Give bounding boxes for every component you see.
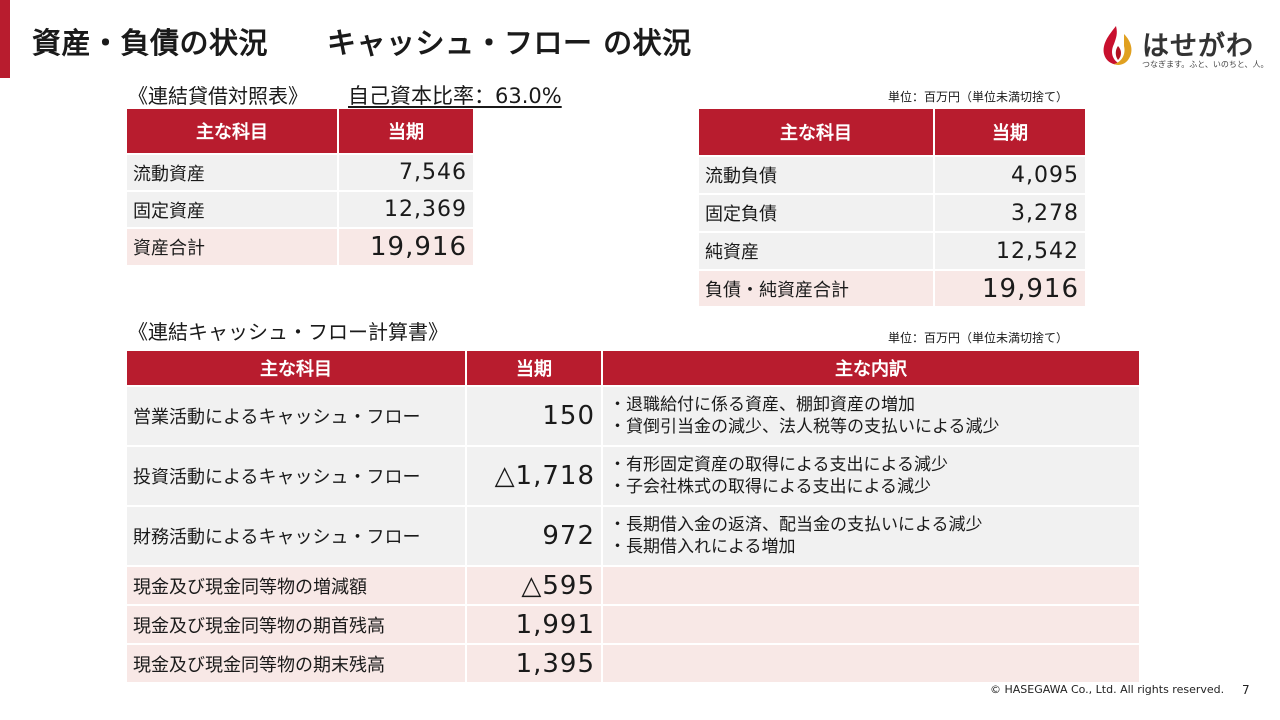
cf-col-period: 当期	[466, 350, 602, 386]
balance-sheet-unit: 単位：百万円（単位未満切捨て）	[888, 90, 1069, 104]
row-value: 972	[466, 506, 602, 566]
table-row-total: 負債・純資産合計 19,916	[698, 270, 1086, 307]
logo-tagline: つなぎます。ふと、いのちと、人。	[1142, 60, 1269, 69]
table-row: 流動資産 7,546	[126, 154, 474, 191]
page-number: 7	[1242, 683, 1250, 697]
row-value: △1,718	[466, 446, 602, 506]
row-label: 資産合計	[126, 228, 338, 266]
detail-line: ・退職給付に係る資産、棚卸資産の増加	[609, 395, 915, 415]
table-row: 純資産 12,542	[698, 232, 1086, 270]
row-label: 固定資産	[126, 191, 338, 228]
row-value: 4,095	[934, 156, 1086, 194]
detail-line: ・有形固定資産の取得による支出による減少	[609, 455, 948, 475]
row-detail	[602, 566, 1140, 605]
company-logo: はせがわ つなぎます。ふと、いのちと、人。	[1098, 22, 1269, 72]
detail-line: ・貸倒引当金の減少、法人税等の支払いによる減少	[609, 417, 1000, 437]
row-value: 19,916	[338, 228, 474, 266]
table-row: 流動負債 4,095	[698, 156, 1086, 194]
detail-line: ・子会社株式の取得による支出による減少	[609, 477, 931, 497]
table-row-total: 現金及び現金同等物の増減額 △595	[126, 566, 1140, 605]
accent-bar	[0, 0, 10, 78]
table-row: 投資活動によるキャッシュ・フロー △1,718 ・有形固定資産の取得による支出に…	[126, 446, 1140, 506]
row-value: 1,395	[466, 644, 602, 683]
row-label: 純資産	[698, 232, 934, 270]
row-label: 現金及び現金同等物の増減額	[126, 566, 466, 605]
row-value: 150	[466, 386, 602, 446]
row-label: 固定負債	[698, 194, 934, 232]
row-label: 現金及び現金同等物の期末残高	[126, 644, 466, 683]
row-label: 投資活動によるキャッシュ・フロー	[126, 446, 466, 506]
row-label: 営業活動によるキャッシュ・フロー	[126, 386, 466, 446]
row-label: 財務活動によるキャッシュ・フロー	[126, 506, 466, 566]
row-value: 7,546	[338, 154, 474, 191]
row-value: △595	[466, 566, 602, 605]
assets-col-period: 当期	[338, 108, 474, 154]
cash-flow-unit: 単位：百万円（単位未満切捨て）	[888, 331, 1069, 345]
liabilities-col-item: 主な科目	[698, 108, 934, 156]
detail-line: ・長期借入れによる増加	[609, 537, 796, 557]
table-row-total: 資産合計 19,916	[126, 228, 474, 266]
table-row: 財務活動によるキャッシュ・フロー 972 ・長期借入金の返済、配当金の支払いによ…	[126, 506, 1140, 566]
logo-wordmark: はせがわ	[1142, 31, 1254, 62]
row-label: 流動資産	[126, 154, 338, 191]
table-row: 固定負債 3,278	[698, 194, 1086, 232]
row-value: 12,369	[338, 191, 474, 228]
cf-col-item: 主な科目	[126, 350, 466, 386]
row-value: 12,542	[934, 232, 1086, 270]
row-label: 現金及び現金同等物の期首残高	[126, 605, 466, 644]
table-row: 固定資産 12,369	[126, 191, 474, 228]
row-detail	[602, 605, 1140, 644]
row-detail	[602, 644, 1140, 683]
table-row-total: 現金及び現金同等物の期首残高 1,991	[126, 605, 1140, 644]
assets-col-item: 主な科目	[126, 108, 338, 154]
logo-flame-icon	[1103, 26, 1132, 65]
row-label: 流動負債	[698, 156, 934, 194]
liabilities-table: 主な科目 当期 流動負債 4,095 固定負債 3,278 純資産 12,542…	[698, 108, 1086, 307]
equity-ratio: 自己資本比率：63.0%	[348, 84, 562, 108]
row-detail: ・長期借入金の返済、配当金の支払いによる減少 ・長期借入れによる増加	[602, 506, 1140, 566]
cash-flow-table: 主な科目 当期 主な内訳 営業活動によるキャッシュ・フロー 150 ・退職給付に…	[126, 350, 1140, 683]
table-row-total: 現金及び現金同等物の期末残高 1,395	[126, 644, 1140, 683]
table-row: 営業活動によるキャッシュ・フロー 150 ・退職給付に係る資産、棚卸資産の増加 …	[126, 386, 1140, 446]
cf-col-detail: 主な内訳	[602, 350, 1140, 386]
assets-table: 主な科目 当期 流動資産 7,546 固定資産 12,369 資産合計 19,9…	[126, 108, 474, 266]
detail-line: ・長期借入金の返済、配当金の支払いによる減少	[609, 515, 983, 535]
row-detail: ・退職給付に係る資産、棚卸資産の増加 ・貸倒引当金の減少、法人税等の支払いによる…	[602, 386, 1140, 446]
copyright-footer: © HASEGAWA Co., Ltd. All rights reserved…	[990, 683, 1225, 696]
row-value: 3,278	[934, 194, 1086, 232]
liabilities-col-period: 当期	[934, 108, 1086, 156]
balance-sheet-title: 《連結貸借対照表》	[128, 84, 308, 108]
row-value: 19,916	[934, 270, 1086, 307]
row-value: 1,991	[466, 605, 602, 644]
page-title: 資産・負債の状況 キャッシュ・フロー の状況	[32, 26, 692, 60]
row-detail: ・有形固定資産の取得による支出による減少 ・子会社株式の取得による支出による減少	[602, 446, 1140, 506]
cash-flow-title: 《連結キャッシュ・フロー計算書》	[128, 320, 448, 344]
row-label: 負債・純資産合計	[698, 270, 934, 307]
